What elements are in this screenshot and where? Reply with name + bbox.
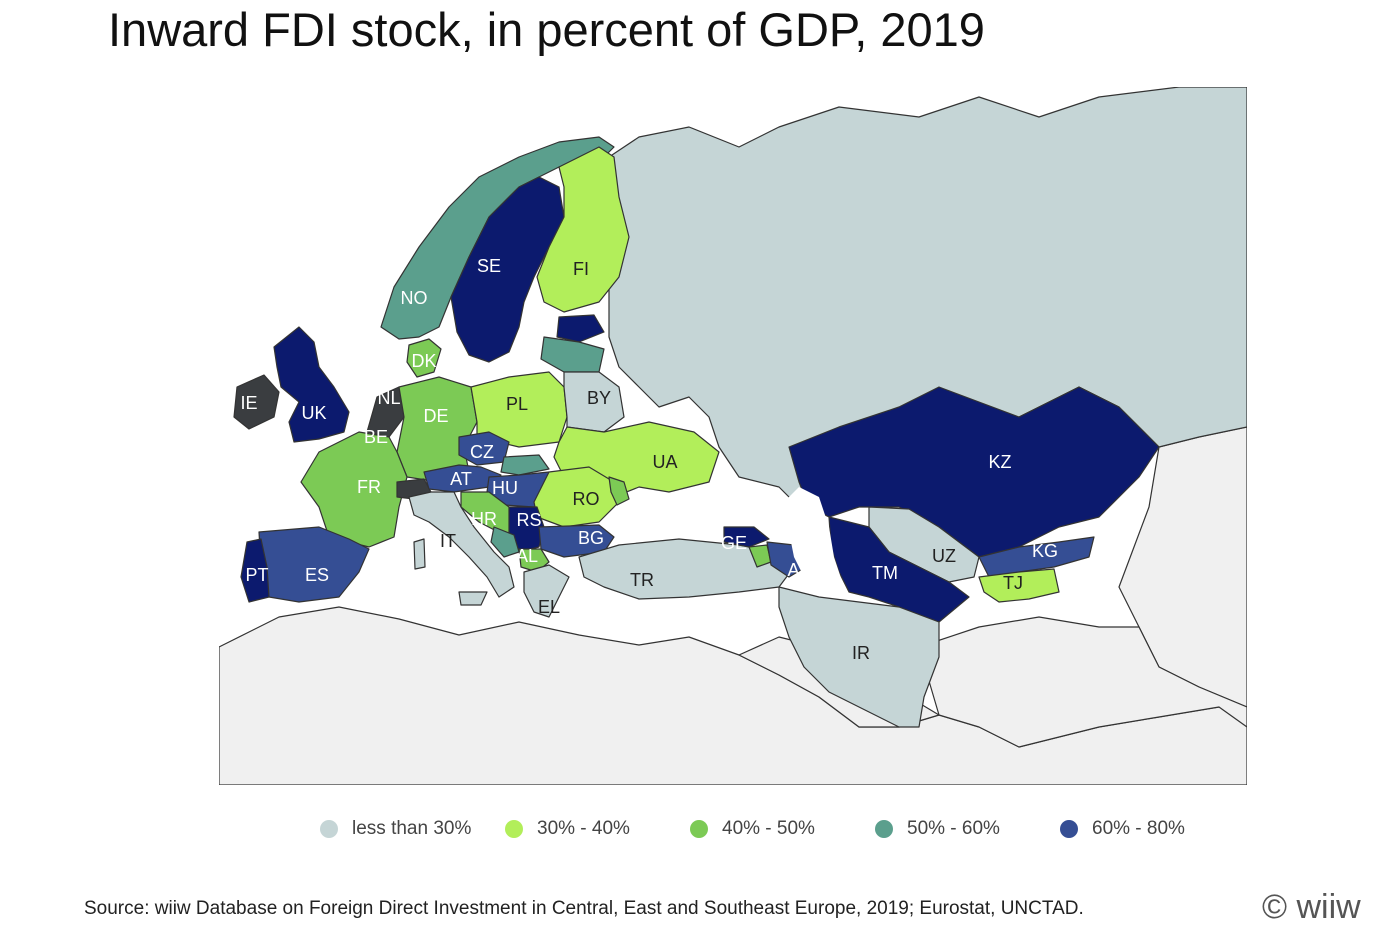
country-KZ [788,386,1160,558]
country-label-uk: UK [301,403,326,423]
country-MD [608,476,630,506]
source-note: Source: wiiw Database on Foreign Direct … [84,898,1084,919]
country-label-se: SE [477,256,501,276]
legend-dot [875,820,893,838]
legend-label: 30% - 40% [537,818,630,839]
country-label-it: IT [440,531,456,551]
south-asia-land [918,616,1247,748]
country-label-tm: TM [872,563,898,583]
country-label-at: AT [450,469,472,489]
country-label-es: ES [305,565,329,585]
country-label-kz: KZ [988,452,1011,472]
country-DK [406,338,442,378]
country-label-ua: UA [652,452,677,472]
legend-label: less than 30% [352,818,472,839]
country-label-dk: DK [411,351,436,371]
country-UK [273,326,350,443]
country-BA-ME [490,526,520,558]
country-label-fi: FI [573,259,589,279]
country-label-de: DE [423,406,448,426]
legend-label: 40% - 50% [722,818,815,839]
country-TJ [978,568,1060,603]
country-SK [500,454,550,476]
copyright-mark: © wiiw [1262,888,1361,926]
country-label-pt: PT [245,565,268,585]
country-IE [233,374,280,430]
country-IR [778,586,940,728]
country-SE [450,176,565,363]
country-label-ir: IR [852,643,870,663]
caspian-sea [779,487,844,602]
country-label-ie: IE [240,393,257,413]
country-GE [723,526,770,548]
country-label-tr: TR [630,570,654,590]
country-label-tj: TJ [1003,573,1023,593]
country-PL [470,371,568,448]
legend-item: 60% - 80% [1060,818,1245,840]
legend-label: 60% - 80% [1092,818,1185,839]
country-label-bg: BG [578,528,604,548]
legend-item: 30% - 40% [505,818,690,840]
country-EE [556,314,605,343]
country-label-be: BE [364,427,388,447]
country-FR [300,431,408,548]
country-IT [408,491,515,598]
italy-sicily [458,591,488,606]
country-label-az: AZ [787,560,810,580]
country-FI [536,146,630,313]
country-NL-BE [366,386,405,438]
country-label-no: NO [401,288,428,308]
legend-dot [320,820,338,838]
country-PT [240,538,270,603]
country-label-by: BY [587,388,611,408]
country-label-hr: HR [471,509,497,529]
country-label-hu: HU [492,478,518,498]
legend: less than 30% 30% - 40% 40% - 50% 50% - … [320,818,1245,840]
country-label-ro: RO [573,489,600,509]
country-RS [508,506,545,553]
country-label-rs: RS [516,510,541,530]
country-label-pl: PL [506,394,528,414]
country-label-kg: KG [1032,541,1058,561]
italy-sardinia [413,538,426,570]
legend-dot [1060,820,1078,838]
country-labels: NO SE FI DK UK IE BE NL DE FR PL BY UA CZ AT HU RO HR RS BG… [240,256,1058,663]
country-label-al: AL [516,546,538,566]
country-label-el: EL [538,597,560,617]
legend-item: less than 30% [320,818,505,840]
country-label-nl: NL [377,388,400,408]
legend-dot [505,820,523,838]
country-EL [523,564,570,618]
country-label-ge: GE [721,533,747,553]
chart-title: Inward FDI stock, in percent of GDP, 201… [108,3,985,56]
country-AZ [766,541,810,578]
legend-label: 50% - 60% [907,818,1000,839]
country-label-uz: UZ [932,546,956,566]
country-label-cz: CZ [470,442,494,462]
country-label-fr: FR [357,477,381,497]
legend-item: 50% - 60% [875,818,1060,840]
europe-fdi-map: NO SE FI DK UK IE BE NL DE FR PL BY UA CZ AT HU RO HR RS BG… [219,87,1247,785]
legend-dot [690,820,708,838]
legend-item: 40% - 50% [690,818,875,840]
